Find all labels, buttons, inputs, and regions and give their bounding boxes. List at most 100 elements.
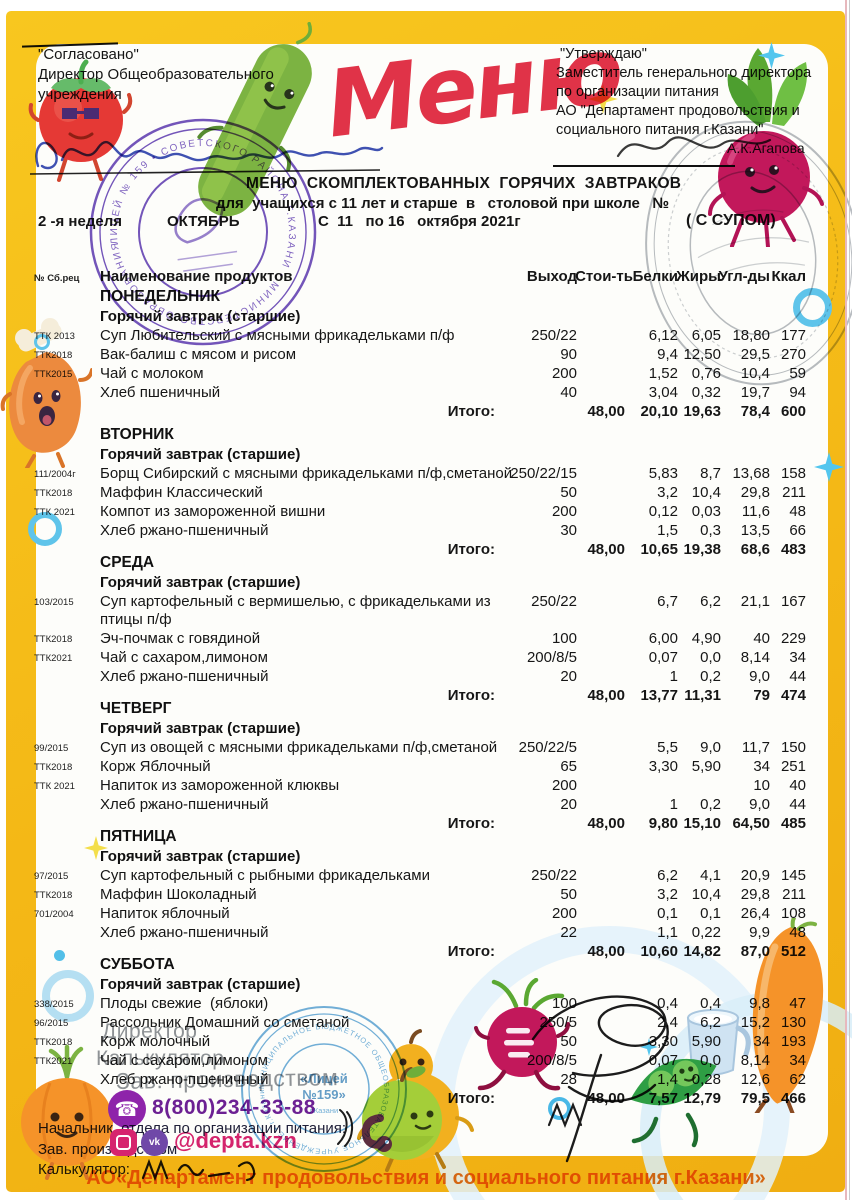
cell-cost: 48,00 xyxy=(587,403,625,420)
cell-kcal: 48 xyxy=(789,924,806,941)
day-header: ПЯТНИЦА xyxy=(100,828,177,845)
menu-row: 99/2015 Суп из овощей с мясными фрикадель… xyxy=(0,739,832,759)
dish-code: ТТК2018 xyxy=(34,350,73,361)
cell-protein: 13,77 xyxy=(640,687,678,704)
cell-cost: 48,00 xyxy=(587,687,625,704)
cell-out: 200/8/5 xyxy=(526,649,577,666)
menu-row: ТТК 2021 Напиток из замороженной клюквы 20… xyxy=(0,777,832,797)
cell-fat: 0,03 xyxy=(691,503,721,520)
dish-code: ТТК 2021 xyxy=(34,781,75,792)
menu-row: Хлеб пшеничный 40 3,04 0,32 19,7 94 xyxy=(0,384,832,404)
cell-carb: 18,80 xyxy=(732,327,770,344)
cell-fat: 11,31 xyxy=(684,687,721,704)
approval-left-line2: Директор Общеобразовательного xyxy=(38,66,274,83)
cell-protein: 1 xyxy=(669,668,678,685)
cell-carb: 19,7 xyxy=(740,384,770,401)
menu-row: ТТК2018 Корж Яблочный 65 3,30 5,90 34 251 xyxy=(0,758,832,778)
cell-protein: 6,12 xyxy=(648,327,678,344)
dish-code: ТТК2018 xyxy=(34,634,73,645)
cell-out: 200 xyxy=(551,777,577,794)
cell-fat: 4,90 xyxy=(691,630,721,647)
phone-number[interactable]: 8(800)234-33-88 xyxy=(152,1096,316,1119)
cell-out: 22 xyxy=(560,924,577,941)
menu-row: Хлеб ржано-пшеничный 20 1 0,2 9,0 44 xyxy=(0,796,832,816)
cell-out: 50 xyxy=(560,886,577,903)
total-row: Итого: 48,00 10,60 14,82 87,0 512 xyxy=(0,943,832,963)
approval-right-line4: АО "Департамент продовольствия и xyxy=(556,103,800,119)
cell-kcal: 66 xyxy=(789,522,806,539)
cell-protein: 1,5 xyxy=(657,522,678,539)
cell-carb: 29,8 xyxy=(740,484,770,501)
cell-carb: 9,0 xyxy=(749,668,770,685)
cell-kcal: 483 xyxy=(780,541,806,558)
cell-kcal: 466 xyxy=(780,1090,806,1107)
dish-name: Хлеб ржано-пшеничный xyxy=(100,522,269,539)
cell-fat: 6,2 xyxy=(700,593,721,610)
cell-protein: 6,00 xyxy=(648,630,678,647)
ring-decoration xyxy=(34,334,50,350)
cell-carb: 21,1 xyxy=(740,593,770,610)
cell-fat: 0,22 xyxy=(691,924,721,941)
cell-carb: 78,4 xyxy=(740,403,770,420)
cell-out: 200 xyxy=(551,905,577,922)
cell-fat: 6,2 xyxy=(700,1014,721,1031)
dish-code: ТТК2018 xyxy=(34,1037,73,1048)
blue-stamp-center-1: «Лицей xyxy=(300,1071,348,1086)
cell-carb: 9,0 xyxy=(749,796,770,813)
scan-edge-line xyxy=(845,0,847,1200)
milk-jug-icon xyxy=(686,1009,751,1076)
cell-fat: 4,1 xyxy=(700,867,721,884)
dish-name: Борщ Сибирский с мясными фрикадельками п… xyxy=(100,465,513,482)
ring-decoration xyxy=(42,970,94,1022)
cell-protein: 6,2 xyxy=(657,867,678,884)
cell-carb: 68,6 xyxy=(740,541,770,558)
blue-round-stamp: МУНИЦИПАЛЬНОЕ БЮДЖЕТНОЕ ОБЩЕОБРАЗОВАТЕЛЬ… xyxy=(238,1003,407,1172)
cell-out: 200/8/5 xyxy=(526,1052,577,1069)
approval-left-line1: "Согласовано" xyxy=(38,46,139,63)
menu-row: ТТК 2021 Компот из замороженной вишни 200 0… xyxy=(0,503,832,523)
cell-protein: 9,80 xyxy=(648,815,678,832)
cell-out: 28 xyxy=(560,1071,577,1088)
cell-protein: 3,30 xyxy=(648,1033,678,1050)
cell-carb: 9,9 xyxy=(749,924,770,941)
dish-code: ТТК 2013 xyxy=(34,331,75,342)
approval-right-line1: "Утверждаю" xyxy=(560,46,647,62)
cell-protein: 0,12 xyxy=(648,503,678,520)
signature-nachalnik-mark xyxy=(337,1109,353,1147)
social-handle[interactable]: @depta.kzn xyxy=(174,1128,297,1153)
instagram-glyph xyxy=(116,1135,131,1150)
cell-kcal: 44 xyxy=(789,668,806,685)
total-label: Итого: xyxy=(447,943,495,960)
dish-name: Компот из замороженной вишни xyxy=(100,503,326,520)
signature-bottom-small xyxy=(141,1158,256,1182)
blue-stamp-center-3: г.Казани xyxy=(310,1106,338,1115)
total-label: Итого: xyxy=(447,541,495,558)
cell-protein: 3,2 xyxy=(657,484,678,501)
dish-name: Хлеб ржано-пшеничный xyxy=(100,924,269,941)
cell-kcal: 251 xyxy=(780,758,806,775)
dish-code: ТТК2018 xyxy=(34,890,73,901)
dish-name: Хлеб ржано-пшеничный xyxy=(100,1071,269,1088)
cell-kcal: 150 xyxy=(780,739,806,756)
cell-kcal: 59 xyxy=(789,365,806,382)
cell-kcal: 34 xyxy=(789,649,806,666)
cell-kcal: 193 xyxy=(780,1033,806,1050)
onion-character-icon xyxy=(21,1044,113,1180)
dish-code: 96/2015 xyxy=(34,1018,69,1029)
dish-name: Рассольник Домашний со сметаной xyxy=(100,1014,350,1031)
header-name: Наименование продуктов xyxy=(100,268,293,285)
instagram-icon[interactable] xyxy=(110,1129,137,1156)
dish-name: Напиток из замороженной клюквы xyxy=(100,777,340,794)
cell-cost: 48,00 xyxy=(587,541,625,558)
menu-row: ТТК 2013 Суп Любительский с мясными фрика… xyxy=(0,327,832,347)
carrot-character-icon xyxy=(752,918,824,1113)
header-protein: Белки xyxy=(632,268,678,285)
ring-decoration xyxy=(793,288,832,327)
vk-icon[interactable]: vk xyxy=(141,1129,168,1156)
total-row: Итого: 48,00 9,80 15,10 64,50 485 xyxy=(0,815,832,835)
cell-fat: 0,2 xyxy=(700,668,721,685)
header-code: № Сб.рец xyxy=(34,273,80,284)
ring-decoration xyxy=(28,512,62,546)
cell-fat: 15,10 xyxy=(683,815,721,832)
